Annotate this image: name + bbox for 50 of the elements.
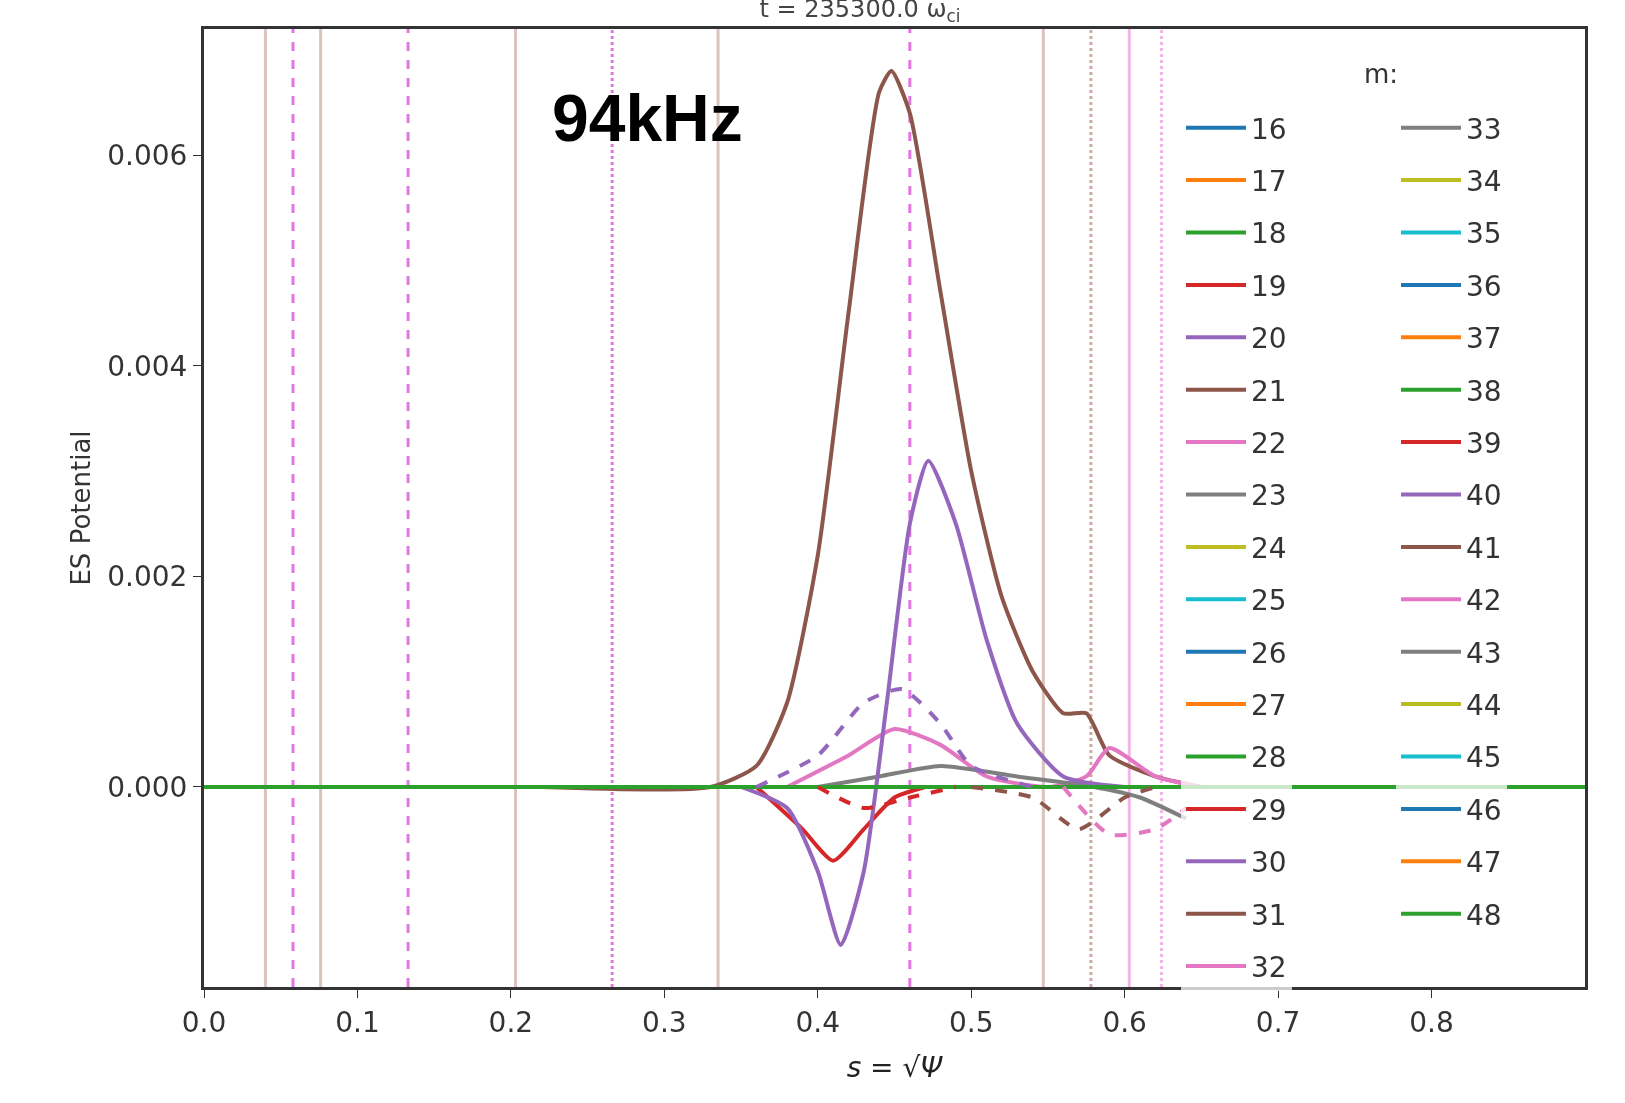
- y-tick-label: 0.004: [107, 349, 188, 383]
- legend-label: 16: [1251, 112, 1287, 146]
- legend-label: 34: [1466, 165, 1502, 199]
- x-axis-title: s = √Ψ: [846, 1050, 944, 1084]
- legend-label: 41: [1466, 531, 1502, 565]
- legend-label: 20: [1251, 322, 1287, 356]
- legend-label: 26: [1251, 636, 1287, 670]
- legend-label: 32: [1251, 951, 1287, 985]
- legend-label: 31: [1251, 898, 1287, 932]
- x-tick-label: 0.0: [181, 1005, 227, 1039]
- legend-label: 25: [1251, 584, 1287, 618]
- x-tick-label: 0.3: [642, 1005, 687, 1039]
- annotation: 94kHz: [552, 81, 743, 155]
- legend-label: 47: [1466, 846, 1502, 880]
- legend-label: 35: [1466, 217, 1502, 251]
- legend-label: 45: [1466, 741, 1502, 775]
- legend-label: 43: [1466, 636, 1502, 670]
- y-axis-title: ES Potential: [65, 430, 96, 586]
- legend-label: 36: [1466, 269, 1502, 303]
- legend-label: 28: [1251, 741, 1287, 775]
- legend-label: 46: [1466, 793, 1502, 827]
- y-tick-label: 0.000: [107, 770, 188, 804]
- legend-label: 17: [1251, 165, 1287, 199]
- x-tick-label: 0.1: [335, 1005, 380, 1039]
- legend-label: 29: [1251, 793, 1287, 827]
- legend-label: 27: [1251, 689, 1287, 723]
- y-tick-label: 0.006: [107, 139, 188, 173]
- legend-label: 22: [1251, 427, 1287, 461]
- legend-label: 37: [1466, 322, 1502, 356]
- y-tick-label: 0.002: [107, 560, 188, 594]
- legend-label: 40: [1466, 479, 1502, 513]
- x-tick-label: 0.7: [1255, 1005, 1301, 1039]
- legend-label: 21: [1251, 374, 1287, 408]
- legend-label: 30: [1251, 846, 1287, 880]
- legend-title: m:: [1364, 59, 1399, 89]
- legend-label: 48: [1466, 898, 1502, 932]
- x-tick-label: 0.6: [1102, 1005, 1147, 1039]
- legend-label: 23: [1251, 479, 1287, 513]
- legend-label: 24: [1251, 531, 1287, 565]
- legend-label: 18: [1251, 217, 1287, 251]
- legend-label: 44: [1466, 689, 1502, 723]
- x-tick-label: 0.2: [488, 1005, 534, 1039]
- x-tick-label: 0.8: [1409, 1005, 1454, 1039]
- x-tick-label: 0.4: [795, 1005, 841, 1039]
- x-tick-label: 0.5: [948, 1005, 994, 1039]
- legend-label: 42: [1466, 584, 1502, 618]
- legend-label: 39: [1466, 427, 1502, 461]
- legend-label: 33: [1466, 112, 1502, 146]
- legend-label: 19: [1251, 269, 1287, 303]
- legend-label: 38: [1466, 374, 1502, 408]
